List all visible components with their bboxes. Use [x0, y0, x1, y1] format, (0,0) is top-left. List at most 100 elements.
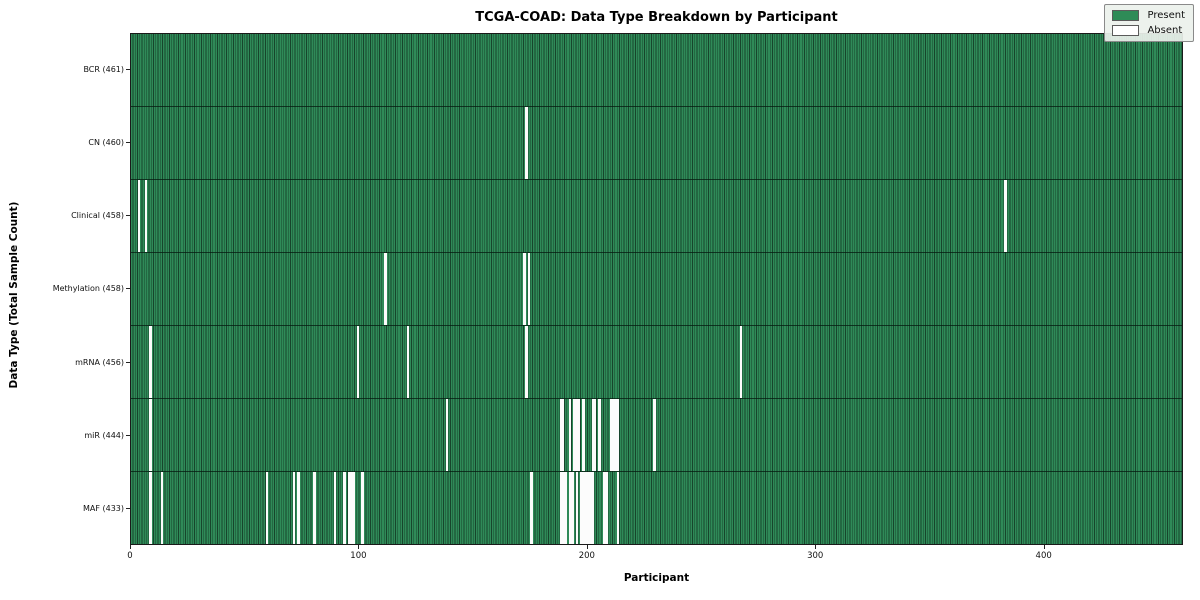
- absent-mark: [343, 472, 346, 544]
- absent-mark: [347, 472, 351, 544]
- absent-mark: [149, 326, 152, 398]
- absent-mark: [591, 472, 595, 544]
- heatmap-row-mrna: [131, 326, 1182, 399]
- legend-label: Present: [1147, 10, 1185, 21]
- absent-mark: [265, 472, 269, 544]
- legend-label: Absent: [1147, 25, 1183, 36]
- y-tick-mark: [126, 507, 130, 509]
- absent-mark: [525, 107, 528, 179]
- absent-mark: [349, 472, 353, 544]
- y-tick-label: Clinical (458): [71, 211, 124, 221]
- absent-mark: [356, 326, 360, 398]
- x-tick-mark: [358, 545, 360, 549]
- absent-mark: [445, 399, 449, 471]
- x-axis-title: Participant: [623, 572, 690, 584]
- legend-swatch-present: [1112, 10, 1140, 21]
- absent-mark: [525, 326, 528, 398]
- y-tick-item: CN (460): [0, 106, 130, 179]
- absent-mark: [149, 472, 152, 544]
- y-axis-tick-labels: BCR (461) CN (460) Clinical (458) Methylati…: [0, 33, 130, 545]
- y-tick-item: Methylation (458): [0, 252, 130, 325]
- absent-mark: [561, 472, 565, 544]
- absent-mark: [614, 399, 617, 471]
- x-tick-label: 0: [127, 551, 133, 561]
- absent-mark: [333, 472, 337, 544]
- y-tick-label: miR (444): [84, 430, 124, 440]
- y-tick-label: BCR (461): [83, 65, 124, 75]
- y-tick-mark: [126, 361, 130, 363]
- absent-mark: [582, 472, 585, 544]
- absent-mark: [292, 472, 296, 544]
- y-tick-label: MAF (433): [82, 503, 124, 513]
- absent-mark: [612, 399, 615, 471]
- absent-mark: [361, 472, 364, 544]
- absent-mark: [144, 180, 148, 252]
- y-tick-label: Methylation (458): [52, 284, 124, 294]
- absent-mark: [584, 472, 588, 544]
- heatmap-row-cn: [131, 107, 1182, 180]
- x-tick-label: 200: [578, 551, 595, 561]
- y-tick-mark: [126, 142, 130, 144]
- absent-mark: [568, 472, 572, 544]
- x-tick-mark: [815, 545, 817, 549]
- plot-area: [130, 33, 1183, 545]
- absent-mark: [559, 399, 563, 471]
- absent-mark: [384, 253, 387, 325]
- absent-mark: [739, 326, 743, 398]
- x-tick-mark: [130, 545, 131, 549]
- heatmap-row-methylation: [131, 253, 1182, 326]
- y-tick-mark: [126, 215, 130, 217]
- y-tick-item: MAF (433): [0, 472, 130, 545]
- legend-item-present: Present: [1112, 10, 1185, 21]
- chart-title: TCGA-COAD: Data Type Breakdown by Partic…: [475, 10, 838, 25]
- absent-mark: [406, 326, 410, 398]
- absent-mark: [568, 399, 572, 471]
- absent-mark: [527, 253, 531, 325]
- x-tick-label: 400: [1035, 551, 1052, 561]
- absent-mark: [616, 399, 620, 471]
- y-tick-mark: [126, 434, 130, 436]
- y-tick-mark: [126, 288, 130, 290]
- absent-mark: [561, 399, 565, 471]
- y-tick-item: Clinical (458): [0, 179, 130, 252]
- absent-mark: [616, 472, 620, 544]
- y-tick-item: BCR (461): [0, 33, 130, 106]
- heatmap-row-maf: [131, 472, 1182, 544]
- x-tick-mark: [1043, 545, 1045, 549]
- absent-mark: [564, 472, 567, 544]
- heatmap-row-clinical: [131, 180, 1182, 253]
- absent-mark: [609, 399, 613, 471]
- absent-mark: [160, 472, 164, 544]
- absent-mark: [523, 253, 526, 325]
- absent-mark: [571, 472, 574, 544]
- absent-mark: [575, 399, 579, 471]
- absent-mark: [602, 472, 606, 544]
- absent-mark: [573, 399, 576, 471]
- y-tick-item: miR (444): [0, 399, 130, 472]
- x-tick-label: 100: [350, 551, 367, 561]
- x-tick-label: 300: [807, 551, 824, 561]
- heatmap-row-mir: [131, 399, 1182, 472]
- y-tick-mark: [126, 69, 130, 71]
- absent-mark: [598, 399, 601, 471]
- absent-mark: [580, 472, 583, 544]
- y-tick-item: mRNA (456): [0, 326, 130, 399]
- y-tick-label: CN (460): [88, 138, 124, 148]
- absent-mark: [577, 399, 581, 471]
- absent-mark: [529, 472, 533, 544]
- y-tick-label: mRNA (456): [75, 357, 124, 367]
- legend-swatch-absent: [1112, 25, 1140, 36]
- absent-mark: [313, 472, 316, 544]
- absent-mark: [589, 472, 592, 544]
- legend-item-absent: Absent: [1112, 25, 1185, 36]
- absent-mark: [575, 472, 579, 544]
- absent-mark: [137, 180, 141, 252]
- absent-mark: [1004, 180, 1007, 252]
- absent-mark: [149, 399, 152, 471]
- absent-mark: [297, 472, 301, 544]
- x-axis-ticks: 0 100 200 300 400: [127, 545, 1183, 575]
- absent-mark: [352, 472, 355, 544]
- absent-mark: [582, 399, 585, 471]
- absent-mark: [605, 472, 608, 544]
